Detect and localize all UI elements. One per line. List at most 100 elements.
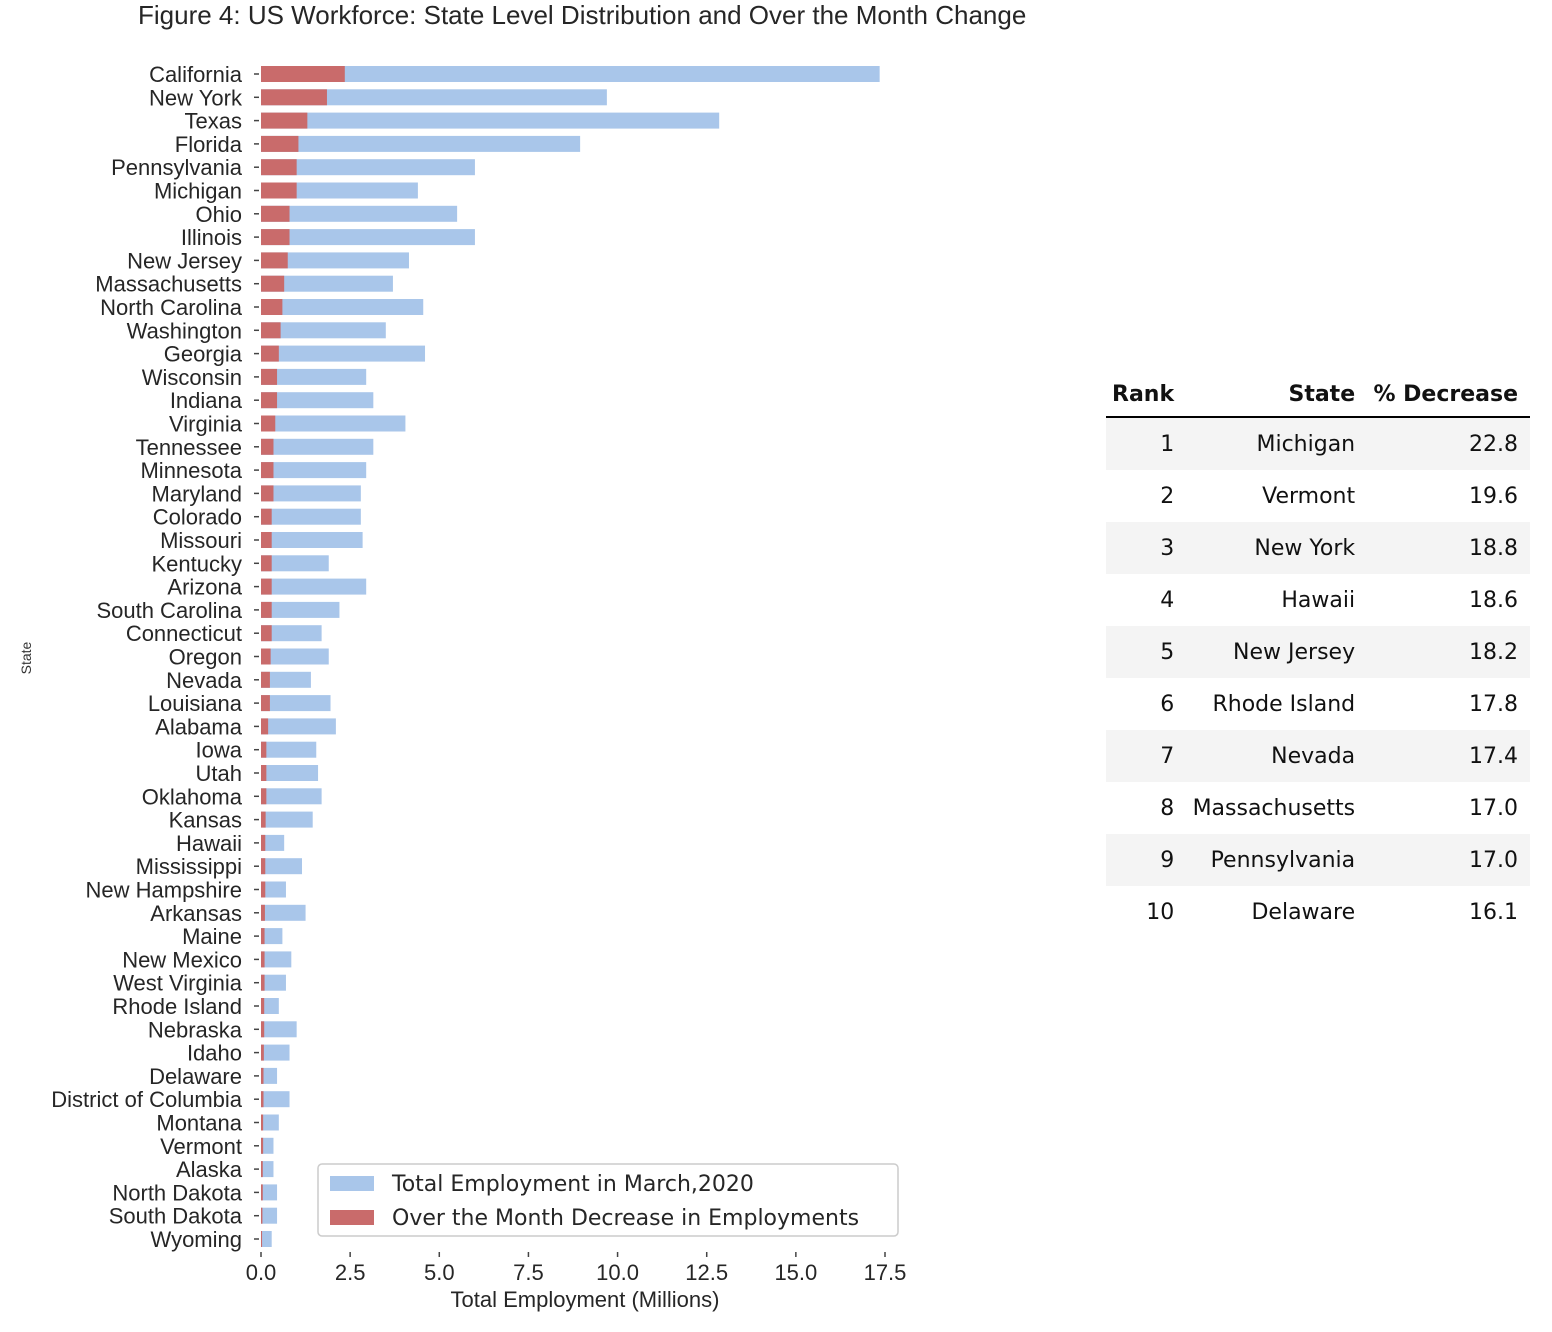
bar-decrease-new-york — [261, 89, 327, 106]
bar-decrease-connecticut — [261, 625, 272, 642]
legend-label-decrease: Over the Month Decrease in Employments — [392, 1206, 859, 1231]
y-label-illinois: Illinois — [181, 225, 242, 250]
x-tick-label: 17.5 — [864, 1260, 907, 1285]
table-row: 2 Vermont 19.6 — [1106, 470, 1530, 522]
x-tick-label: 7.5 — [513, 1260, 544, 1285]
y-label-georgia: Georgia — [164, 342, 243, 367]
bar-total-texas — [261, 112, 720, 129]
bar-total-washington — [261, 322, 386, 339]
y-label-new-york: New York — [149, 85, 243, 110]
bar-decrease-texas — [261, 112, 308, 129]
bar-total-mississippi — [261, 858, 303, 875]
bar-total-montana — [261, 1114, 279, 1131]
rank-cell: 4 — [1160, 587, 1175, 613]
y-label-district-of-columbia: District of Columbia — [51, 1087, 242, 1112]
y-label-south-carolina: South Carolina — [96, 598, 242, 623]
y-axis-title: State — [18, 641, 34, 674]
table-row: 8 Massachusetts 17.0 — [1106, 782, 1530, 834]
bar-decrease-missouri — [261, 532, 272, 548]
table-row: 10 Delaware 16.1 — [1106, 886, 1530, 938]
y-label-south-dakota: South Dakota — [109, 1204, 243, 1229]
y-label-connecticut: Connecticut — [126, 621, 242, 646]
bar-decrease-montana — [261, 1114, 264, 1131]
bar-decrease-virginia — [261, 415, 276, 432]
bar-decrease-maine — [261, 928, 265, 945]
bar-total-arkansas — [261, 904, 306, 921]
legend-swatch-total — [330, 1176, 374, 1191]
bar-total-rhode-island — [261, 998, 279, 1014]
bar-total-idaho — [261, 1044, 290, 1061]
bar-total-alabama — [261, 718, 336, 735]
bar-decrease-california — [261, 66, 345, 82]
state-cell: Michigan — [1256, 431, 1356, 457]
bar-decrease-district-of-columbia — [261, 1091, 264, 1108]
y-label-new-hampshire: New Hampshire — [86, 878, 243, 903]
bar-total-arizona — [261, 578, 367, 595]
x-tick-label: 12.5 — [685, 1260, 728, 1285]
decrease-cell: 16.1 — [1469, 899, 1518, 925]
bar-decrease-ohio — [261, 205, 290, 222]
bar-decrease-wyoming — [261, 1231, 263, 1247]
y-label-virginia: Virginia — [169, 412, 243, 437]
bar-total-california — [261, 66, 880, 82]
rank-cell: 9 — [1160, 847, 1175, 873]
rank-cell: 10 — [1146, 899, 1175, 925]
bar-total-south-carolina — [261, 601, 340, 618]
bar-decrease-new-jersey — [261, 252, 288, 269]
y-label-colorado: Colorado — [153, 505, 242, 530]
bar-decrease-oklahoma — [261, 788, 267, 805]
bar-decrease-new-mexico — [261, 951, 265, 968]
bar-decrease-alabama — [261, 718, 269, 735]
decrease-cell: 17.0 — [1469, 847, 1518, 873]
bar-total-maryland — [261, 485, 361, 502]
bar-decrease-oregon — [261, 648, 271, 665]
bar-total-connecticut — [261, 625, 322, 642]
x-tick-labels: 0.0 2.5 5.0 7.5 10.0 12.5 15.0 17.5 — [246, 1252, 907, 1285]
y-label-arizona: Arizona — [167, 575, 242, 600]
bar-decrease-pennsylvania — [261, 159, 297, 176]
table-row: 5 New Jersey 18.2 — [1106, 626, 1530, 678]
bar-decrease-kansas — [261, 811, 266, 828]
y-label-florida: Florida — [175, 132, 243, 157]
rank-cell: 2 — [1160, 483, 1175, 509]
legend: Total Employment in March,2020 Over the … — [317, 1163, 899, 1237]
bar-total-vermont — [261, 1137, 274, 1154]
bar-decrease-maryland — [261, 485, 274, 502]
y-label-north-carolina: North Carolina — [100, 295, 243, 320]
legend-frame — [317, 1163, 899, 1237]
bar-decrease-delaware — [261, 1067, 264, 1084]
bar-total-alaska — [261, 1161, 274, 1178]
y-label-utah: Utah — [196, 761, 242, 786]
state-cell: New York — [1254, 535, 1356, 561]
x-tick-label: 2.5 — [335, 1260, 366, 1285]
table-row: 4 Hawaii 18.6 — [1106, 574, 1530, 626]
bar-decrease-florida — [261, 135, 299, 152]
bar-decrease-colorado — [261, 508, 272, 525]
bar-total-tennessee — [261, 438, 374, 455]
bar-decrease-wisconsin — [261, 368, 278, 385]
bar-decrease-georgia — [261, 345, 279, 362]
y-label-rhode-island: Rhode Island — [112, 994, 242, 1019]
state-cell: Hawaii — [1281, 587, 1356, 613]
table-row: 6 Rhode Island 17.8 — [1106, 678, 1530, 730]
y-label-new-jersey: New Jersey — [127, 248, 242, 273]
table-row: 9 Pennsylvania 17.0 — [1106, 834, 1530, 886]
bar-decrease-rhode-island — [261, 998, 265, 1014]
bar-total-oregon — [261, 648, 329, 665]
bar-decrease-tennessee — [261, 438, 274, 455]
bar-total-district-of-columbia — [261, 1091, 290, 1108]
bar-decrease-washington — [261, 322, 281, 339]
y-label-texas: Texas — [185, 109, 242, 134]
y-label-oregon: Oregon — [169, 645, 242, 670]
legend-label-total: Total Employment in March,2020 — [391, 1172, 754, 1197]
y-label-ohio: Ohio — [196, 202, 242, 227]
y-label-new-mexico: New Mexico — [122, 947, 242, 972]
y-label-montana: Montana — [156, 1111, 242, 1136]
decrease-cell: 22.8 — [1469, 431, 1518, 457]
rank-cell: 3 — [1160, 535, 1175, 561]
y-label-kansas: Kansas — [169, 808, 242, 833]
bar-total-minnesota — [261, 462, 367, 479]
y-label-idaho: Idaho — [187, 1041, 242, 1066]
bar-decrease-idaho — [261, 1044, 264, 1061]
state-cell: Massachusetts — [1192, 795, 1356, 821]
